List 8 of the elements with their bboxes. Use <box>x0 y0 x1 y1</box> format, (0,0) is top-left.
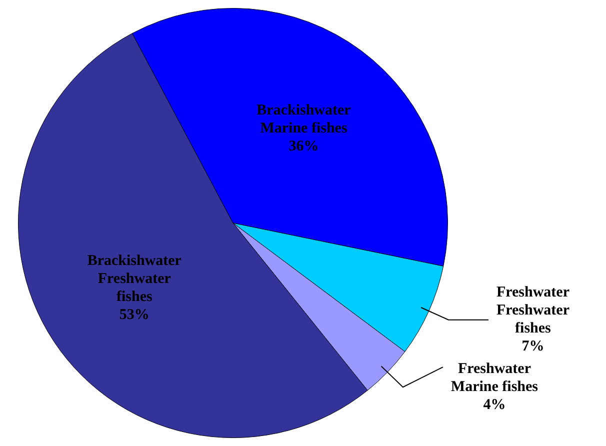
slice-label: Freshwater Marine fishes <box>450 360 538 395</box>
data-label: 36% <box>288 138 319 154</box>
data-label: 53% <box>119 306 150 323</box>
data-label: 4% <box>483 396 506 413</box>
data-label: 7% <box>522 338 544 355</box>
slice-label: Brackishwater Marine fishes <box>256 102 352 136</box>
slice-label: Brackishwater Freshwater fishes <box>87 252 182 305</box>
slice-label: Freshwater Freshwater fishes <box>496 284 570 337</box>
